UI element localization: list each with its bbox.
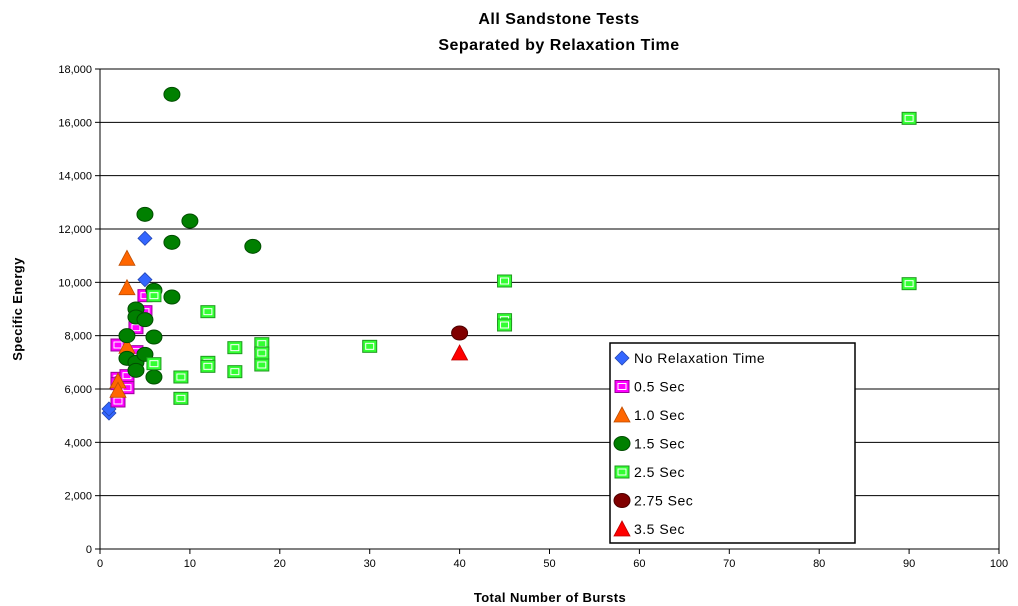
- data-point: [118, 328, 136, 344]
- legend-label: 2.75 Sec: [634, 493, 693, 509]
- data-point: [901, 111, 917, 125]
- data-point: [200, 359, 216, 373]
- x-tick-label: 10: [184, 558, 196, 570]
- data-point: [227, 365, 243, 379]
- x-tick-label: 40: [453, 558, 465, 570]
- chart-subtitle: Separated by Relaxation Time: [438, 37, 679, 54]
- y-tick-label: 4,000: [64, 437, 92, 449]
- legend-box: [609, 342, 856, 544]
- legend-marker: [614, 350, 630, 366]
- x-axis-title: Total Number of Bursts: [474, 590, 626, 605]
- y-tick-label: 6,000: [64, 384, 92, 396]
- data-point: [136, 312, 154, 328]
- x-tick-label: 0: [97, 558, 103, 570]
- legend-label: 1.0 Sec: [634, 407, 685, 423]
- x-axis-ticks: 0 10 20 30 40 50 60 70 80 90 100: [97, 549, 1008, 570]
- x-tick-label: 70: [723, 558, 735, 570]
- legend-marker: [613, 406, 631, 423]
- legend-marker: [613, 520, 631, 537]
- legend-marker: [614, 465, 630, 479]
- x-tick-label: 90: [903, 558, 915, 570]
- data-point: [137, 230, 153, 246]
- data-point: [173, 370, 189, 384]
- x-tick-label: 60: [633, 558, 645, 570]
- y-tick-label: 12,000: [58, 224, 92, 236]
- legend-marker: [613, 493, 631, 508]
- y-axis-title: Specific Energy: [10, 257, 25, 361]
- y-tick-label: 8,000: [64, 331, 92, 343]
- gridlines: [100, 121, 999, 497]
- y-axis-ticks: 0 2,000 4,000 6,000 8,000 10,000 12,000 14,000 1…: [58, 64, 100, 556]
- x-tick-label: 30: [364, 558, 376, 570]
- data-point: [451, 325, 469, 341]
- data-point: [497, 318, 513, 332]
- data-point: [146, 357, 162, 371]
- data-point: [118, 278, 136, 296]
- y-tick-label: 2,000: [64, 491, 92, 503]
- data-point: [450, 344, 469, 361]
- data-point: [163, 234, 181, 250]
- y-tick-label: 0: [86, 544, 92, 556]
- data-point: [200, 305, 216, 319]
- data-point: [110, 394, 126, 408]
- data-point: [109, 381, 127, 398]
- y-tick-label: 16,000: [58, 117, 92, 129]
- data-point: [497, 274, 513, 288]
- legend-label: 0.5 Sec: [634, 379, 685, 395]
- data-point: [181, 213, 199, 229]
- plot-area: [99, 68, 1000, 550]
- data-point: [136, 206, 154, 222]
- x-tick-label: 20: [274, 558, 286, 570]
- data-markers: [101, 86, 917, 421]
- data-point: [254, 346, 270, 360]
- data-point: [227, 341, 243, 355]
- y-tick-label: 18,000: [58, 64, 92, 76]
- data-point: [137, 272, 153, 288]
- data-point: [244, 238, 262, 254]
- x-tick-label: 80: [813, 558, 825, 570]
- chart-title: All Sandstone Tests: [478, 11, 639, 28]
- legend-label: 2.5 Sec: [634, 464, 685, 480]
- data-point: [118, 249, 136, 266]
- legend: No Relaxation Time 0.5 Sec 1.0 Sec 1.5 Sec 2…: [609, 342, 856, 544]
- data-point: [146, 289, 162, 303]
- data-point: [173, 391, 189, 405]
- legend-marker: [613, 436, 631, 451]
- data-point: [163, 86, 181, 102]
- data-point: [254, 358, 270, 372]
- x-tick-label: 100: [990, 558, 1008, 570]
- y-tick-label: 14,000: [58, 171, 92, 183]
- data-point: [145, 329, 163, 345]
- data-point: [901, 277, 917, 291]
- y-tick-label: 10,000: [58, 277, 92, 289]
- data-point: [163, 289, 181, 305]
- legend-marker: [614, 380, 630, 393]
- data-point: [127, 362, 145, 378]
- x-tick-label: 50: [543, 558, 555, 570]
- legend-label: No Relaxation Time: [634, 350, 765, 366]
- data-point: [145, 369, 163, 385]
- legend-label: 1.5 Sec: [634, 436, 685, 452]
- data-point: [362, 339, 378, 353]
- legend-label: 3.5 Sec: [634, 521, 685, 537]
